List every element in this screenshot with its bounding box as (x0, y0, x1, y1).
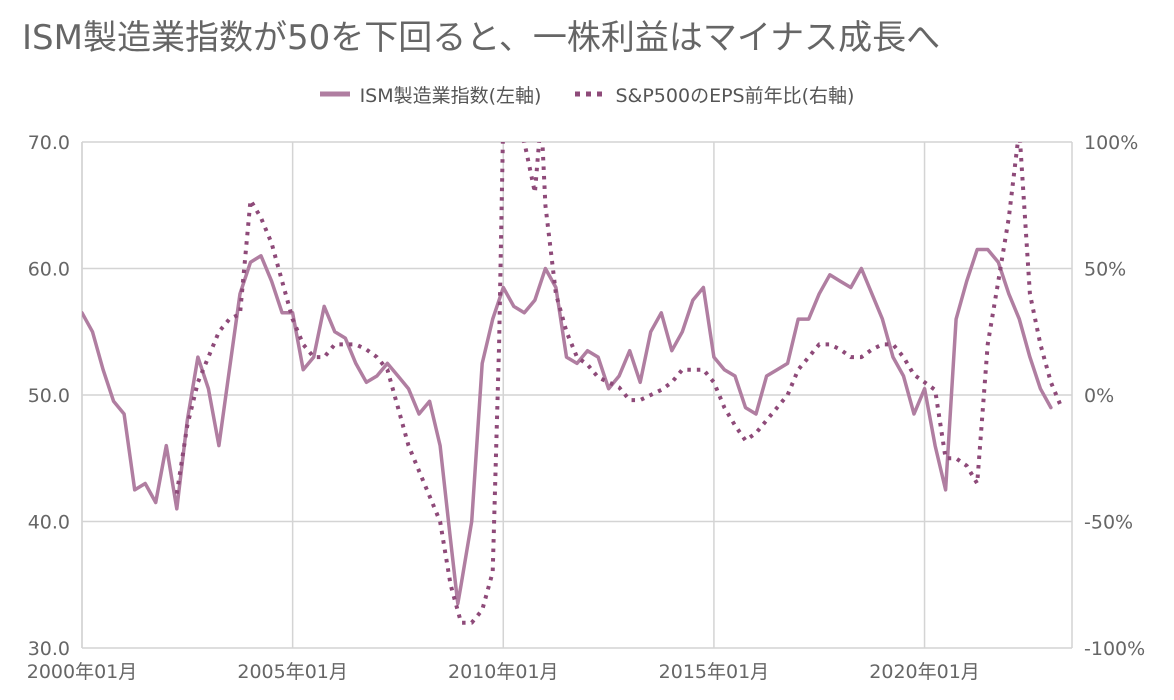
series-layer (82, 142, 1064, 625)
left-axis-ticks: 30.0 40.0 50.0 60.0 70.0 (28, 132, 70, 660)
x-axis-ticks: 2000年01月 2005年01月 2010年01月 2015年01月 2020年01月 (27, 661, 980, 683)
right-tick-label: -100% (1084, 638, 1145, 660)
x-tick-label: 2020年01月 (869, 661, 980, 683)
right-tick-label: 50% (1084, 259, 1126, 281)
x-tick-label: 2000年01月 (27, 661, 138, 683)
legend-swatch-dotted (575, 91, 606, 97)
left-tick-label: 30.0 (28, 638, 70, 660)
right-tick-label: -50% (1084, 512, 1133, 534)
x-tick-label: 2005年01月 (237, 661, 348, 683)
chart-title: ISM製造業指数が50を下回ると、一株利益はマイナス成長へ (22, 18, 941, 58)
right-axis-ticks: -100% -50% 0% 50% 100% (1084, 132, 1145, 660)
right-tick-label: 100% (1084, 132, 1138, 154)
series-line-eps (174, 142, 1064, 625)
legend-swatch-solid (319, 91, 350, 97)
legend-item-eps: S&P500のEPS前年比(右軸) (575, 81, 854, 108)
legend-label-ism: ISM製造業指数(左軸) (359, 84, 542, 107)
left-tick-label: 40.0 (28, 512, 70, 534)
series-line-ism (82, 247, 1053, 606)
left-tick-label: 60.0 (28, 259, 70, 281)
legend: ISM製造業指数(左軸) S&P500のEPS前年比(右軸) (0, 80, 1174, 108)
x-tick-label: 2010年01月 (448, 661, 559, 683)
legend-item-ism: ISM製造業指数(左軸) (319, 81, 542, 108)
x-tick-label: 2015年01月 (659, 661, 770, 683)
left-tick-label: 70.0 (28, 132, 70, 154)
right-tick-label: 0% (1084, 385, 1114, 407)
left-tick-label: 50.0 (28, 385, 70, 407)
legend-label-eps: S&P500のEPS前年比(右軸) (615, 84, 855, 107)
